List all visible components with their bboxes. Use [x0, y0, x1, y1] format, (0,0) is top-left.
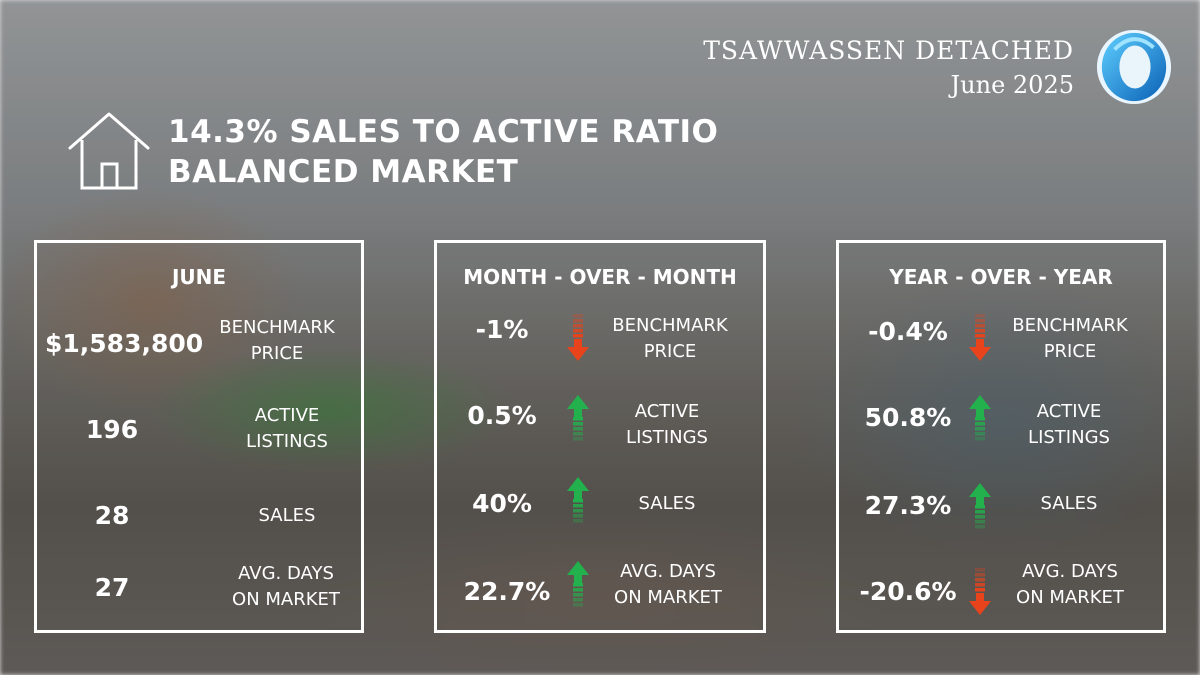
benchmark-price-label: BENCHMARK PRICE — [612, 315, 728, 362]
sales-label: SALES — [258, 505, 316, 526]
brand-title: TSAWWASSEN DETACHED — [703, 36, 1074, 65]
arrow-up-icon — [567, 477, 589, 523]
days-on-market-value: -20.6% — [859, 577, 957, 606]
headline-market: BALANCED MARKET — [168, 154, 519, 190]
sales-value: 27.3% — [864, 491, 952, 520]
blue-ring-logo-icon — [1096, 29, 1172, 105]
benchmark-price-value: -0.4% — [868, 317, 948, 346]
arrow-up-icon — [567, 561, 589, 607]
headline-ratio: 14.3% SALES TO ACTIVE RATIO — [168, 114, 719, 150]
days-on-market-label: AVG. DAYS ON MARKET — [232, 563, 340, 610]
panel-june: JUNE $1,583,800 BENCHMARK PRICE 196 ACTIV… — [34, 240, 364, 633]
arrow-up-icon — [567, 395, 589, 441]
house-icon — [68, 112, 150, 190]
arrow-down-icon — [567, 314, 589, 361]
days-on-market-label: AVG. DAYS ON MARKET — [614, 561, 722, 608]
benchmark-price-value: -1% — [475, 315, 529, 344]
sales-value: 28 — [94, 501, 130, 530]
sales-label: SALES — [638, 493, 696, 514]
days-on-market-label: AVG. DAYS ON MARKET — [1016, 561, 1124, 608]
active-listings-value: 50.8% — [864, 403, 952, 432]
panel-year-over-year: YEAR - OVER - YEAR -0.4% BENCHMARK PRICE … — [836, 240, 1166, 633]
panel-title: YEAR - OVER - YEAR — [889, 265, 1113, 289]
active-listings-label: ACTIVE LISTINGS — [626, 401, 708, 448]
arrow-up-icon — [969, 483, 991, 529]
benchmark-price-label: BENCHMARK PRICE — [219, 317, 335, 364]
active-listings-label: ACTIVE LISTINGS — [246, 405, 328, 452]
panel-title: MONTH - OVER - MONTH — [463, 265, 737, 289]
active-listings-label: ACTIVE LISTINGS — [1028, 401, 1110, 448]
sales-value: 40% — [472, 489, 532, 518]
arrow-down-icon — [969, 314, 991, 361]
active-listings-value: 0.5% — [467, 401, 537, 430]
benchmark-price-value: $1,583,800 — [45, 329, 204, 358]
arrow-down-icon — [969, 568, 991, 615]
panel-title: JUNE — [171, 265, 227, 289]
benchmark-price-label: BENCHMARK PRICE — [1012, 315, 1128, 362]
brand-date: June 2025 — [950, 71, 1074, 99]
days-on-market-value: 22.7% — [463, 577, 551, 606]
active-listings-value: 196 — [85, 415, 139, 444]
arrow-up-icon — [969, 395, 991, 441]
panel-month-over-month: MONTH - OVER - MONTH -1% BENCHMARK PRICE … — [434, 240, 766, 633]
sales-label: SALES — [1040, 493, 1098, 514]
days-on-market-value: 27 — [94, 573, 130, 602]
